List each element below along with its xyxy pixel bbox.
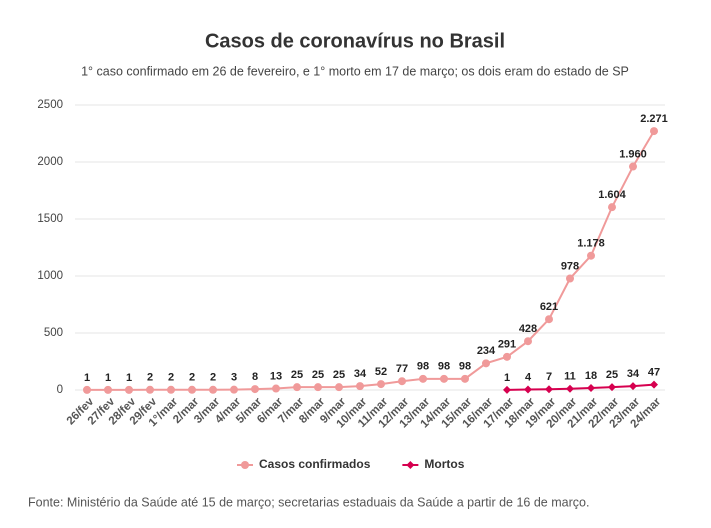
data-point	[545, 315, 553, 324]
data-point	[125, 385, 133, 394]
data-label: 8	[252, 371, 258, 383]
data-point	[293, 383, 301, 392]
y-tick-label: 2500	[37, 99, 63, 111]
data-point	[419, 374, 427, 383]
data-label: 98	[459, 361, 471, 373]
data-label: 25	[606, 369, 618, 381]
y-tick-label: 2000	[37, 156, 63, 168]
data-point	[629, 382, 637, 391]
data-label: 98	[417, 361, 429, 373]
data-label: 2	[189, 372, 195, 384]
data-label: 1.178	[577, 238, 605, 250]
data-label: 47	[648, 367, 660, 379]
legend-marker	[406, 461, 415, 469]
data-label: 34	[627, 368, 640, 380]
data-point	[230, 385, 238, 394]
data-label: 7	[546, 371, 552, 383]
data-point	[545, 385, 553, 394]
data-label: 25	[312, 369, 324, 381]
legend-label: Mortos	[424, 457, 464, 471]
source-note: Fonte: Ministério da Saúde até 15 de mar…	[28, 495, 589, 509]
data-label: 11	[564, 371, 576, 383]
data-label: 1.604	[598, 189, 626, 201]
data-label: 4	[525, 371, 532, 383]
data-point	[440, 374, 448, 383]
y-tick-label: 1000	[37, 270, 63, 282]
data-label: 1	[84, 372, 90, 384]
data-point	[482, 359, 490, 368]
data-point	[524, 385, 532, 394]
data-label: 18	[585, 370, 597, 382]
data-point	[167, 385, 175, 394]
data-point	[503, 385, 511, 394]
data-label: 13	[270, 370, 282, 382]
data-label: 25	[291, 369, 303, 381]
data-point	[188, 385, 196, 394]
data-point	[566, 384, 574, 393]
data-point	[146, 385, 154, 394]
data-point	[377, 380, 385, 389]
data-label: 2	[168, 372, 174, 384]
y-tick-label: 0	[57, 384, 63, 396]
data-label: 34	[354, 368, 367, 380]
data-label: 3	[231, 372, 237, 384]
data-point	[587, 251, 595, 260]
data-label: 428	[519, 323, 537, 335]
data-point	[461, 374, 469, 383]
data-label: 621	[540, 301, 558, 313]
data-point	[356, 382, 364, 391]
data-point	[272, 384, 280, 393]
legend-label: Casos confirmados	[259, 457, 371, 471]
data-label: 2	[147, 372, 153, 384]
data-label: 2	[210, 372, 216, 384]
data-label: 291	[498, 339, 516, 351]
data-point	[524, 337, 532, 346]
data-point	[566, 274, 574, 283]
data-point	[104, 385, 112, 394]
data-point	[608, 383, 616, 392]
data-point	[398, 377, 406, 386]
data-label: 98	[438, 361, 450, 373]
data-point	[608, 203, 616, 212]
data-point	[251, 385, 259, 394]
y-tick-label: 500	[44, 327, 63, 339]
data-point	[650, 127, 658, 136]
data-point	[335, 383, 343, 392]
data-label: 77	[396, 363, 408, 375]
data-label: 2.271	[640, 113, 668, 125]
chart-subtitle: 1° caso confirmado em 26 de fevereiro, e…	[81, 64, 629, 78]
data-label: 1.960	[619, 148, 647, 160]
data-label: 1	[105, 372, 111, 384]
data-label: 1	[126, 372, 132, 384]
data-label: 52	[375, 366, 387, 378]
data-point	[629, 162, 637, 171]
chart-title: Casos de coronavírus no Brasil	[205, 30, 505, 52]
data-label: 1	[504, 372, 510, 384]
data-point	[314, 383, 322, 392]
data-point	[83, 385, 91, 394]
data-point	[650, 380, 658, 389]
data-point	[209, 385, 217, 394]
data-label: 25	[333, 369, 345, 381]
data-label: 234	[477, 345, 496, 357]
data-point	[587, 383, 595, 392]
data-label: 978	[561, 260, 579, 272]
legend-marker	[241, 461, 249, 469]
series-line	[87, 130, 655, 391]
data-point	[503, 352, 511, 361]
y-tick-label: 1500	[37, 213, 63, 225]
